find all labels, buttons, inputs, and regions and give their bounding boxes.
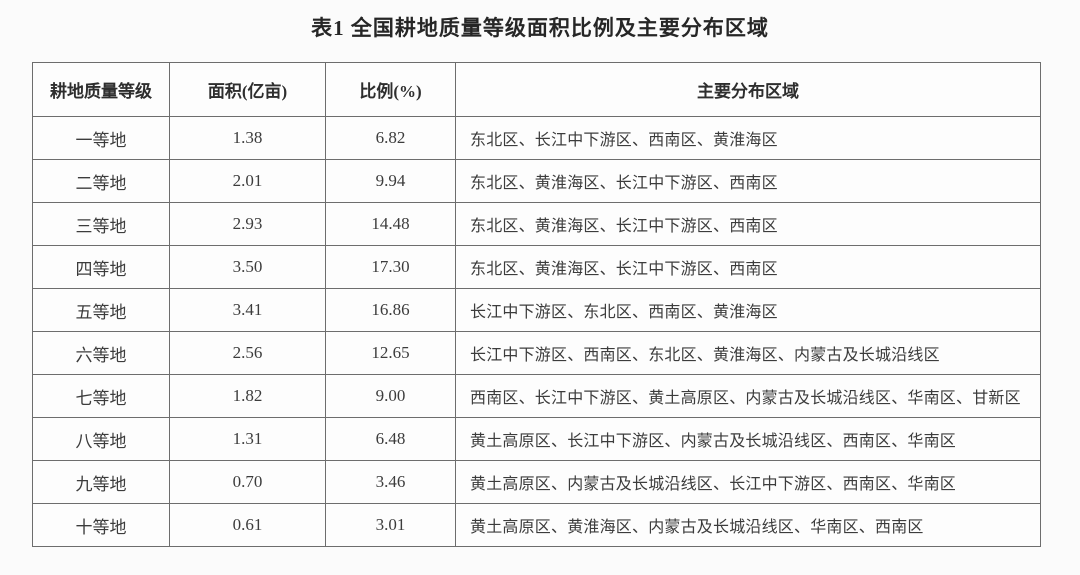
- grade-cell: 九等地: [32, 460, 170, 504]
- area-cell: 3.50: [169, 245, 326, 289]
- ratio-cell: 16.86: [325, 288, 456, 332]
- ratio-cell: 9.00: [325, 374, 456, 418]
- ratio-cell: 3.01: [325, 503, 456, 547]
- ratio-cell: 3.46: [325, 460, 456, 504]
- area-cell: 2.93: [169, 202, 326, 246]
- ratio-cell: 17.30: [325, 245, 456, 289]
- header-area: 面积(亿亩): [169, 62, 326, 117]
- table-row: 十等地 0.61 3.01 黄土高原区、黄淮海区、内蒙古及长城沿线区、华南区、西…: [32, 503, 1041, 547]
- table-row: 五等地 3.41 16.86 长江中下游区、东北区、西南区、黄淮海区: [32, 288, 1041, 332]
- table-row: 七等地 1.82 9.00 西南区、长江中下游区、黄土高原区、内蒙古及长城沿线区…: [32, 374, 1041, 418]
- grade-cell: 五等地: [32, 288, 170, 332]
- table-row: 八等地 1.31 6.48 黄土高原区、长江中下游区、内蒙古及长城沿线区、西南区…: [32, 417, 1041, 461]
- header-ratio: 比例(%): [325, 62, 456, 117]
- regions-cell: 长江中下游区、东北区、西南区、黄淮海区: [455, 288, 1041, 332]
- ratio-cell: 6.82: [325, 116, 456, 160]
- table-row: 二等地 2.01 9.94 东北区、黄淮海区、长江中下游区、西南区: [32, 159, 1041, 203]
- table-row: 一等地 1.38 6.82 东北区、长江中下游区、西南区、黄淮海区: [32, 116, 1041, 160]
- ratio-cell: 14.48: [325, 202, 456, 246]
- table-header-row: 耕地质量等级 面积(亿亩) 比例(%) 主要分布区域: [32, 62, 1041, 117]
- regions-cell: 东北区、黄淮海区、长江中下游区、西南区: [455, 202, 1041, 246]
- regions-cell: 长江中下游区、西南区、东北区、黄淮海区、内蒙古及长城沿线区: [455, 331, 1041, 375]
- header-regions: 主要分布区域: [455, 62, 1041, 117]
- ratio-cell: 6.48: [325, 417, 456, 461]
- regions-cell: 黄土高原区、黄淮海区、内蒙古及长城沿线区、华南区、西南区: [455, 503, 1041, 547]
- table-row: 六等地 2.56 12.65 长江中下游区、西南区、东北区、黄淮海区、内蒙古及长…: [32, 331, 1041, 375]
- regions-cell: 东北区、黄淮海区、长江中下游区、西南区: [455, 159, 1041, 203]
- regions-cell: 东北区、黄淮海区、长江中下游区、西南区: [455, 245, 1041, 289]
- grade-cell: 六等地: [32, 331, 170, 375]
- area-cell: 0.61: [169, 503, 326, 547]
- area-cell: 1.31: [169, 417, 326, 461]
- area-cell: 1.38: [169, 116, 326, 160]
- area-cell: 2.56: [169, 331, 326, 375]
- ratio-cell: 12.65: [325, 331, 456, 375]
- table-row: 九等地 0.70 3.46 黄土高原区、内蒙古及长城沿线区、长江中下游区、西南区…: [32, 460, 1041, 504]
- grade-cell: 一等地: [32, 116, 170, 160]
- grade-cell: 四等地: [32, 245, 170, 289]
- grade-cell: 二等地: [32, 159, 170, 203]
- area-cell: 3.41: [169, 288, 326, 332]
- table-row: 三等地 2.93 14.48 东北区、黄淮海区、长江中下游区、西南区: [32, 202, 1041, 246]
- regions-cell: 黄土高原区、长江中下游区、内蒙古及长城沿线区、西南区、华南区: [455, 417, 1041, 461]
- grade-cell: 八等地: [32, 417, 170, 461]
- area-cell: 2.01: [169, 159, 326, 203]
- page-title: 表1 全国耕地质量等级面积比例及主要分布区域: [311, 16, 769, 40]
- grade-cell: 十等地: [32, 503, 170, 547]
- area-cell: 1.82: [169, 374, 326, 418]
- regions-cell: 东北区、长江中下游区、西南区、黄淮海区: [455, 116, 1041, 160]
- land-quality-table: 耕地质量等级 面积(亿亩) 比例(%) 主要分布区域 一等地 1.38 6.82…: [32, 62, 1041, 547]
- table-row: 四等地 3.50 17.30 东北区、黄淮海区、长江中下游区、西南区: [32, 245, 1041, 289]
- ratio-cell: 9.94: [325, 159, 456, 203]
- regions-cell: 西南区、长江中下游区、黄土高原区、内蒙古及长城沿线区、华南区、甘新区: [455, 374, 1041, 418]
- grade-cell: 三等地: [32, 202, 170, 246]
- regions-cell: 黄土高原区、内蒙古及长城沿线区、长江中下游区、西南区、华南区: [455, 460, 1041, 504]
- area-cell: 0.70: [169, 460, 326, 504]
- header-grade: 耕地质量等级: [32, 62, 170, 117]
- grade-cell: 七等地: [32, 374, 170, 418]
